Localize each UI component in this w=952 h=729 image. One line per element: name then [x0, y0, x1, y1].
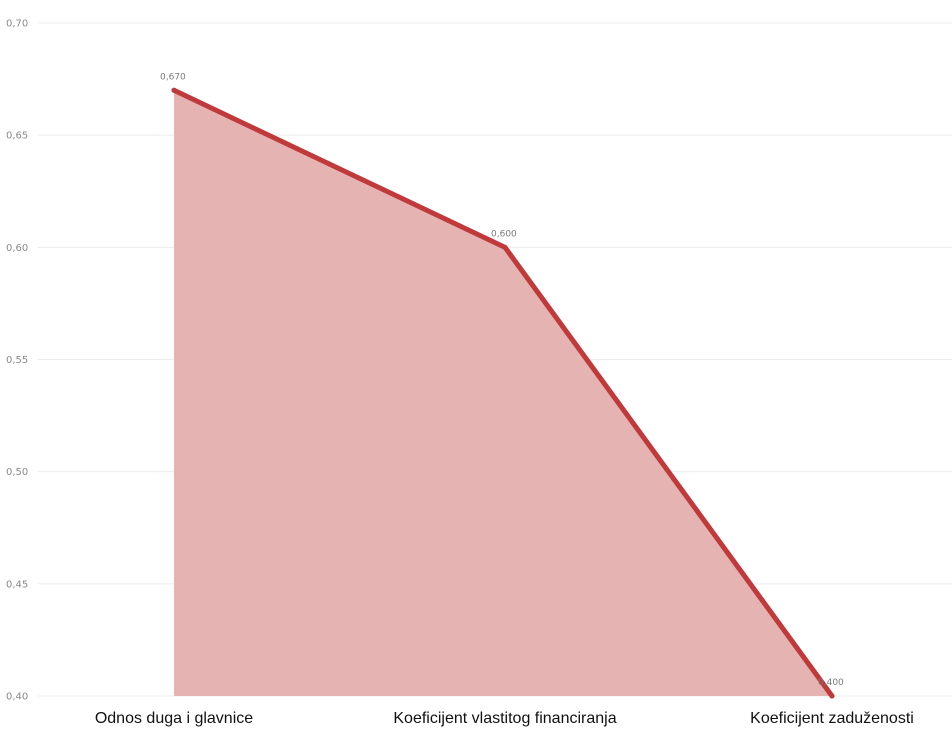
data-point	[171, 87, 177, 93]
y-tick-label: 0,65	[6, 131, 28, 142]
x-tick-label: Koeficijent zaduženosti	[750, 710, 914, 727]
data-labels: 0,670 0,600 0,400	[160, 72, 844, 688]
y-tick-label: 0,40	[6, 692, 28, 703]
data-label: 0,600	[491, 229, 517, 239]
data-label: 0,400	[818, 678, 844, 688]
x-tick-label: Odnos duga i glavnice	[95, 710, 253, 727]
y-tick-label: 0,70	[6, 19, 28, 30]
data-point	[502, 244, 508, 250]
series-area	[171, 87, 835, 699]
y-tick-label: 0,45	[6, 579, 28, 590]
y-tick-label: 0,55	[6, 355, 28, 366]
x-tick-label: Koeficijent vlastitog financiranja	[393, 710, 616, 727]
data-point	[829, 693, 835, 699]
data-label: 0,670	[160, 72, 186, 82]
y-tick-label: 0,60	[6, 243, 28, 254]
y-axis-ticks: 0,40 0,45 0,50 0,55 0,60 0,65 0,70	[6, 19, 28, 703]
x-axis-ticks: Odnos duga i glavnice Koeficijent vlastit…	[95, 710, 914, 727]
y-tick-label: 0,50	[6, 467, 28, 478]
series-area-fill	[174, 90, 832, 697]
